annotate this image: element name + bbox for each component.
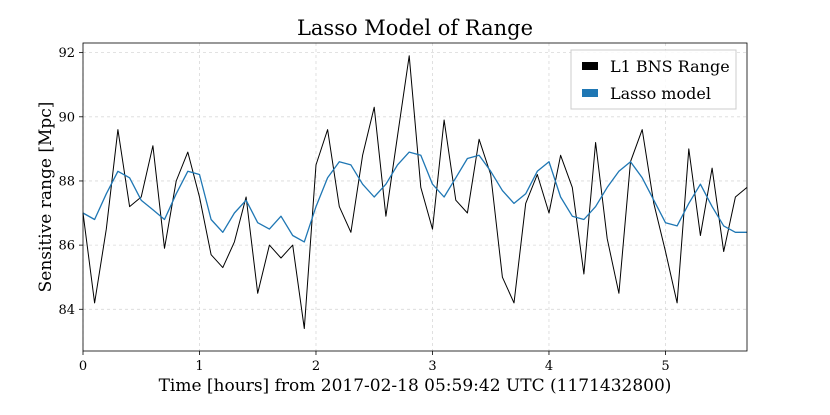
y-tick-label: 86 bbox=[58, 239, 75, 254]
series-layer bbox=[82, 55, 748, 329]
legend: L1 BNS Range Lasso model bbox=[570, 49, 737, 110]
series-line-l1-bns-range bbox=[82, 55, 748, 329]
x-axis-label: Time [hours] from 2017-02-18 05:59:42 UT… bbox=[159, 376, 672, 396]
x-tick-label: 5 bbox=[661, 359, 669, 374]
plot-frame bbox=[82, 42, 748, 352]
y-tick-label: 92 bbox=[58, 46, 75, 61]
legend-frame bbox=[570, 49, 737, 110]
y-tick-label: 90 bbox=[58, 110, 75, 125]
x-tick-label: 0 bbox=[79, 359, 87, 374]
legend-label-l1-bns-range: L1 BNS Range bbox=[610, 57, 730, 76]
x-tick-label: 3 bbox=[428, 359, 436, 374]
series-line-lasso-model bbox=[82, 151, 747, 243]
legend-label-lasso-model: Lasso model bbox=[610, 84, 711, 103]
x-tick-label: 4 bbox=[545, 359, 553, 374]
x-tick-label: 2 bbox=[312, 359, 320, 374]
chart-title: Lasso Model of Range bbox=[297, 16, 533, 40]
y-axis-ticks: 84 86 88 90 92 bbox=[58, 46, 83, 318]
grid bbox=[82, 43, 747, 351]
x-tick-label: 1 bbox=[195, 359, 203, 374]
legend-swatch-lasso-model bbox=[582, 89, 598, 97]
y-axis-label: Sensitive range [Mpc] bbox=[36, 102, 56, 293]
x-axis-ticks: 0 1 2 3 4 5 bbox=[79, 351, 670, 374]
y-tick-label: 84 bbox=[58, 303, 75, 318]
legend-swatch-l1-bns-range bbox=[582, 62, 598, 70]
y-tick-label: 88 bbox=[58, 174, 75, 189]
